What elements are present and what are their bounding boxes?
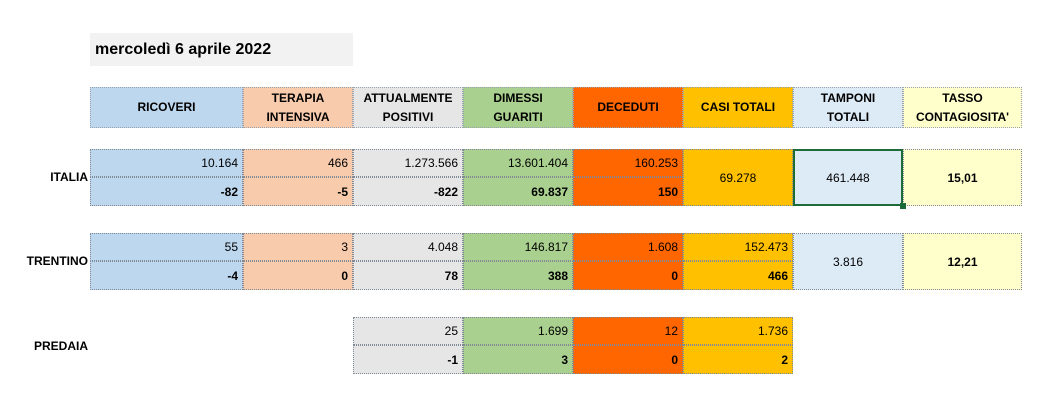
header-dimessi-line1: DIMESSI [493, 90, 543, 105]
header-deceduti[interactable]: DECEDUTI [573, 87, 683, 128]
trentino-deceduti-total[interactable]: 1.608 [573, 233, 683, 261]
italia-dimessi-delta[interactable]: 69.837 [463, 177, 573, 206]
trentino-ricoveri-delta[interactable]: -4 [90, 261, 243, 290]
trentino-tasso[interactable]: 12,21 [903, 233, 1022, 290]
header-tasso-line2: CONTAGIOSITA' [915, 109, 1010, 124]
italia-ricoveri-delta[interactable]: -82 [90, 177, 243, 206]
italia-terapia-delta[interactable]: -5 [243, 177, 353, 206]
italia-deceduti-total[interactable]: 160.253 [573, 149, 683, 177]
header-tasso-line1: TASSO [942, 90, 983, 105]
italia-deceduti-delta[interactable]: 150 [573, 177, 683, 206]
trentino-deceduti-delta[interactable]: 0 [573, 261, 683, 290]
header-casi[interactable]: CASI TOTALI [683, 87, 793, 128]
italia-tamponi[interactable]: 461.448 [793, 149, 903, 206]
header-tamponi-line1: TAMPONI [820, 90, 876, 105]
italia-dimessi-total[interactable]: 13.601.404 [463, 149, 573, 177]
header-terapia-line2: INTENSIVA [266, 109, 330, 124]
header-tamponi-line2: TOTALI [826, 109, 870, 124]
header-positivi[interactable]: ATTUALMENTE POSITIVI [353, 87, 463, 128]
header-ricoveri[interactable]: RICOVERI [90, 87, 243, 128]
italia-casi[interactable]: 69.278 [683, 149, 793, 206]
predaia-casi-delta[interactable]: 2 [683, 345, 793, 374]
trentino-terapia-total[interactable]: 3 [243, 233, 353, 261]
trentino-casi-delta[interactable]: 466 [683, 261, 793, 290]
trentino-positivi-delta[interactable]: 78 [353, 261, 463, 290]
italia-positivi-total[interactable]: 1.273.566 [353, 149, 463, 177]
header-ricoveri-line1: RICOVERI [137, 100, 196, 114]
header-terapia-line1: TERAPIA [271, 90, 325, 105]
header-dimessi[interactable]: DIMESSI GUARITI [463, 87, 573, 128]
predaia-casi-total[interactable]: 1.736 [683, 317, 793, 345]
row-label-predaia: PREDAIA [33, 339, 88, 353]
predaia-dimessi-delta[interactable]: 3 [463, 345, 573, 374]
trentino-dimessi-delta[interactable]: 388 [463, 261, 573, 290]
trentino-terapia-delta[interactable]: 0 [243, 261, 353, 290]
predaia-deceduti-delta[interactable]: 0 [573, 345, 683, 374]
predaia-dimessi-total[interactable]: 1.699 [463, 317, 573, 345]
header-tamponi[interactable]: TAMPONI TOTALI [793, 87, 903, 128]
header-dimessi-line2: GUARITI [493, 109, 543, 124]
row-label-italia: ITALIA [50, 170, 88, 184]
trentino-positivi-total[interactable]: 4.048 [353, 233, 463, 261]
italia-positivi-delta[interactable]: -822 [353, 177, 463, 206]
header-tasso[interactable]: TASSO CONTAGIOSITA' [903, 87, 1022, 128]
trentino-dimessi-total[interactable]: 146.817 [463, 233, 573, 261]
italia-terapia-total[interactable]: 466 [243, 149, 353, 177]
date-label: mercoledì 6 aprile 2022 [90, 33, 353, 66]
predaia-positivi-delta[interactable]: -1 [353, 345, 463, 374]
trentino-tamponi[interactable]: 3.816 [793, 233, 903, 290]
italia-ricoveri-total[interactable]: 10.164 [90, 149, 243, 177]
header-deceduti-line1: DECEDUTI [597, 100, 659, 114]
predaia-deceduti-total[interactable]: 12 [573, 317, 683, 345]
selection-fill-handle[interactable] [900, 203, 906, 209]
header-terapia[interactable]: TERAPIA INTENSIVA [243, 87, 353, 128]
trentino-casi-total[interactable]: 152.473 [683, 233, 793, 261]
header-positivi-line2: POSITIVI [382, 109, 434, 124]
trentino-ricoveri-total[interactable]: 55 [90, 233, 243, 261]
header-casi-line1: CASI TOTALI [700, 100, 776, 114]
italia-tasso[interactable]: 15,01 [903, 149, 1022, 206]
header-positivi-line1: ATTUALMENTE [363, 90, 453, 105]
predaia-positivi-total[interactable]: 25 [353, 317, 463, 345]
row-label-trentino: TRENTINO [26, 254, 88, 268]
